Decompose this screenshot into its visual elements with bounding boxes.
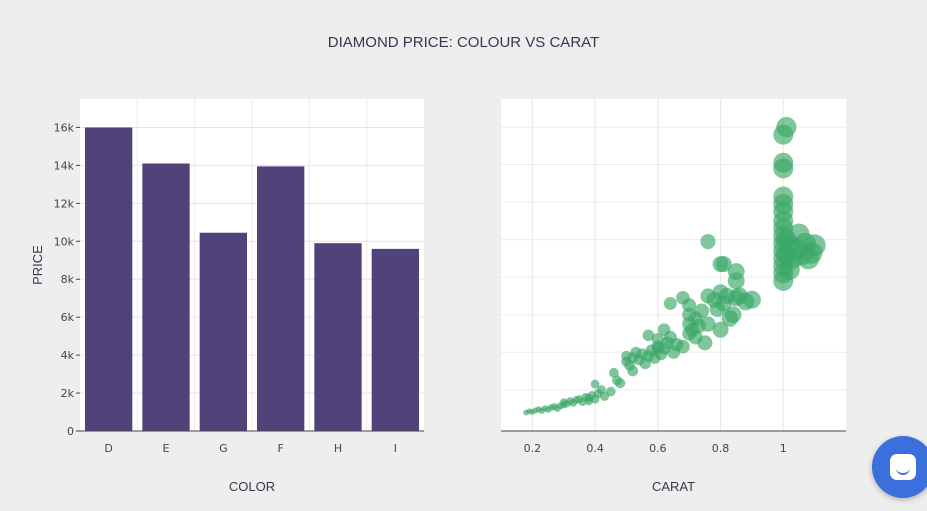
- scatter-point: [700, 316, 716, 332]
- bar-chart-xtick-label: E: [163, 442, 170, 455]
- scatter-xtick-label: 0.6: [649, 442, 667, 455]
- bar-F: [257, 166, 305, 431]
- scatter-xtick-label: 1: [780, 442, 787, 455]
- scatter-point: [712, 321, 729, 338]
- bar-chart-xtick-label: D: [104, 442, 112, 455]
- scatter-point: [742, 290, 761, 309]
- scatter-point: [700, 233, 716, 250]
- scatter-point: [776, 117, 797, 138]
- page-title: DIAMOND PRICE: COLOUR VS CARAT: [327, 34, 600, 51]
- bar-chart-ytick-label: 2k: [61, 387, 75, 400]
- bar-D: [85, 127, 133, 431]
- bar-chart-xtick-label: H: [334, 442, 342, 455]
- scatter-point: [651, 342, 664, 355]
- bar-chart-ytick-label: 12k: [54, 197, 75, 210]
- scatter-point: [715, 255, 732, 273]
- bar-chart-ylabel: PRICE: [30, 245, 45, 285]
- scatter-point: [697, 335, 713, 351]
- scatter-point: [803, 234, 826, 257]
- scatter-point: [724, 306, 742, 324]
- bar-chart-ytick-label: 10k: [54, 235, 75, 248]
- scatter-point: [773, 186, 794, 207]
- bar-H: [314, 243, 362, 431]
- scatter-point: [627, 365, 639, 377]
- bar-chart-ytick-label: 4k: [61, 349, 75, 362]
- bar-chart-ytick-label: 16k: [54, 121, 75, 134]
- bar-chart-xtick-label: G: [219, 442, 228, 455]
- scatter-point: [676, 339, 690, 354]
- scatter-point: [608, 367, 619, 378]
- scatter-point: [615, 378, 626, 389]
- scatter-point: [663, 296, 677, 310]
- bar-chart-xtick-label: F: [278, 442, 284, 455]
- bar-chart-ytick-label: 0: [67, 425, 74, 438]
- bar-G: [199, 232, 247, 431]
- scatter-xtick-label: 0.8: [712, 442, 730, 455]
- bar-chart-xlabel: COLOR: [229, 479, 275, 494]
- bar-E: [142, 163, 190, 431]
- scatter-xtick-label: 0.4: [586, 442, 604, 455]
- scatter-xtick-label: 0.2: [524, 442, 542, 455]
- scatter-point: [590, 379, 600, 389]
- chat-launcher-button[interactable]: [872, 436, 927, 498]
- scatter-point: [676, 290, 690, 305]
- scatter-point: [773, 152, 794, 173]
- scatter-point: [694, 303, 710, 319]
- scatter-xlabel: CARAT: [652, 479, 695, 494]
- chat-smile-icon: [896, 467, 910, 475]
- bar-chart-ytick-label: 6k: [61, 311, 75, 324]
- bar-I: [371, 248, 419, 431]
- scatter-point: [605, 386, 616, 397]
- bar-chart-xtick-label: I: [394, 442, 397, 455]
- scatter-point: [727, 272, 745, 290]
- scatter-point: [642, 329, 655, 342]
- bar-chart-ytick-label: 14k: [54, 159, 75, 172]
- bar-chart-ytick-label: 8k: [61, 273, 75, 286]
